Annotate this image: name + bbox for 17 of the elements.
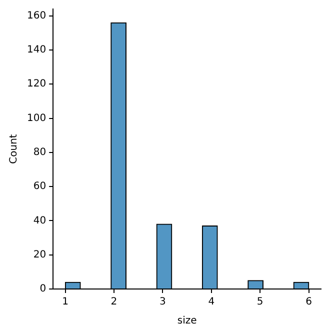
x-tick-label: 1 xyxy=(62,296,68,308)
y-tick-label: 80 xyxy=(33,147,46,158)
y-axis-title: Count xyxy=(8,134,20,164)
x-tick-label: 5 xyxy=(256,296,264,308)
y-tick-label: 40 xyxy=(33,215,46,226)
y-tick-label: 60 xyxy=(33,181,46,192)
x-tick-label: 2 xyxy=(110,296,118,308)
x-tick-label: 3 xyxy=(160,296,166,308)
x-axis-title: size xyxy=(177,316,197,327)
y-tick-label: 0 xyxy=(40,284,46,295)
y-tick-label: 120 xyxy=(26,78,46,90)
y-tick-label: 20 xyxy=(33,249,46,260)
x-tick-label: 6 xyxy=(306,296,312,308)
y-tick-label: 100 xyxy=(26,112,46,124)
y-tick-label: 140 xyxy=(26,44,46,56)
x-tick-label: 4 xyxy=(208,296,215,308)
y-tick-label: 160 xyxy=(26,10,46,22)
